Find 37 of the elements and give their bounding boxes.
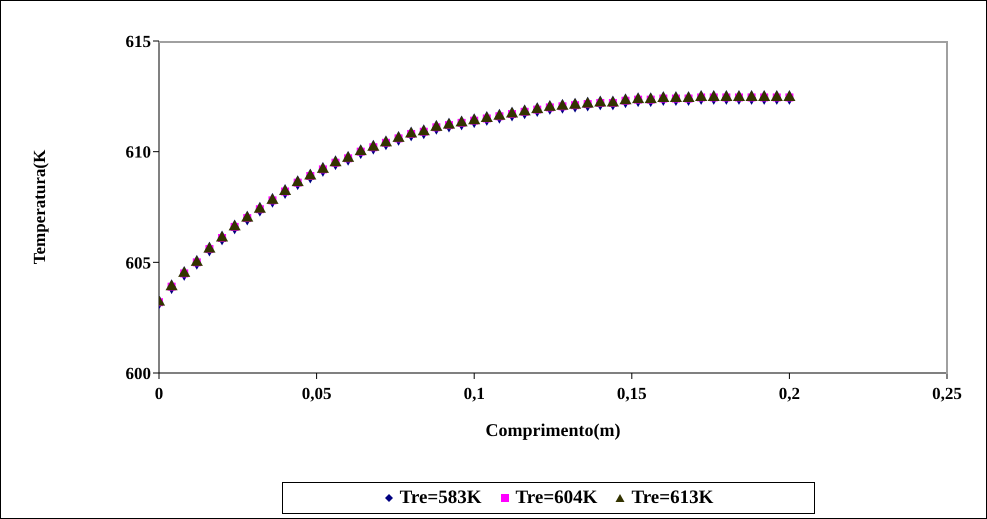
x-tick-label: 0,25 <box>932 384 962 404</box>
point <box>531 102 544 114</box>
point <box>442 118 456 129</box>
point <box>632 92 644 104</box>
legend-label: Tre=604K <box>516 487 598 509</box>
x-tick-label: 0 <box>154 384 164 404</box>
x-tick-label: 0,05 <box>302 384 332 404</box>
point <box>518 104 531 116</box>
point <box>468 114 480 124</box>
point <box>367 140 380 151</box>
legend-label: Tre=583K <box>400 487 482 509</box>
point <box>203 242 216 253</box>
point <box>292 176 304 186</box>
y-tick-label: 600 <box>126 364 151 384</box>
x-axis-title: Comprimento(m) <box>486 420 620 440</box>
point <box>418 124 430 136</box>
legend-label: Tre=613K <box>631 487 714 509</box>
point <box>670 92 682 102</box>
point <box>329 156 342 166</box>
y-tick-label: 605 <box>126 253 151 272</box>
point <box>682 92 695 102</box>
x-tick-label: 0,15 <box>616 384 647 404</box>
point <box>493 109 506 120</box>
point <box>582 97 594 108</box>
point <box>241 211 254 222</box>
point <box>644 92 657 104</box>
point <box>354 144 367 156</box>
point <box>619 94 632 104</box>
point <box>657 92 670 102</box>
y-tick-label: 615 <box>126 32 151 52</box>
x-tick-label: 0,1 <box>464 384 485 404</box>
y-axis-title: Temperatura(K <box>30 148 50 264</box>
x-tick-label: 0,2 <box>778 384 800 404</box>
y-tick-label: 610 <box>126 142 151 162</box>
point <box>556 99 569 110</box>
point <box>568 98 582 109</box>
point <box>506 107 518 118</box>
